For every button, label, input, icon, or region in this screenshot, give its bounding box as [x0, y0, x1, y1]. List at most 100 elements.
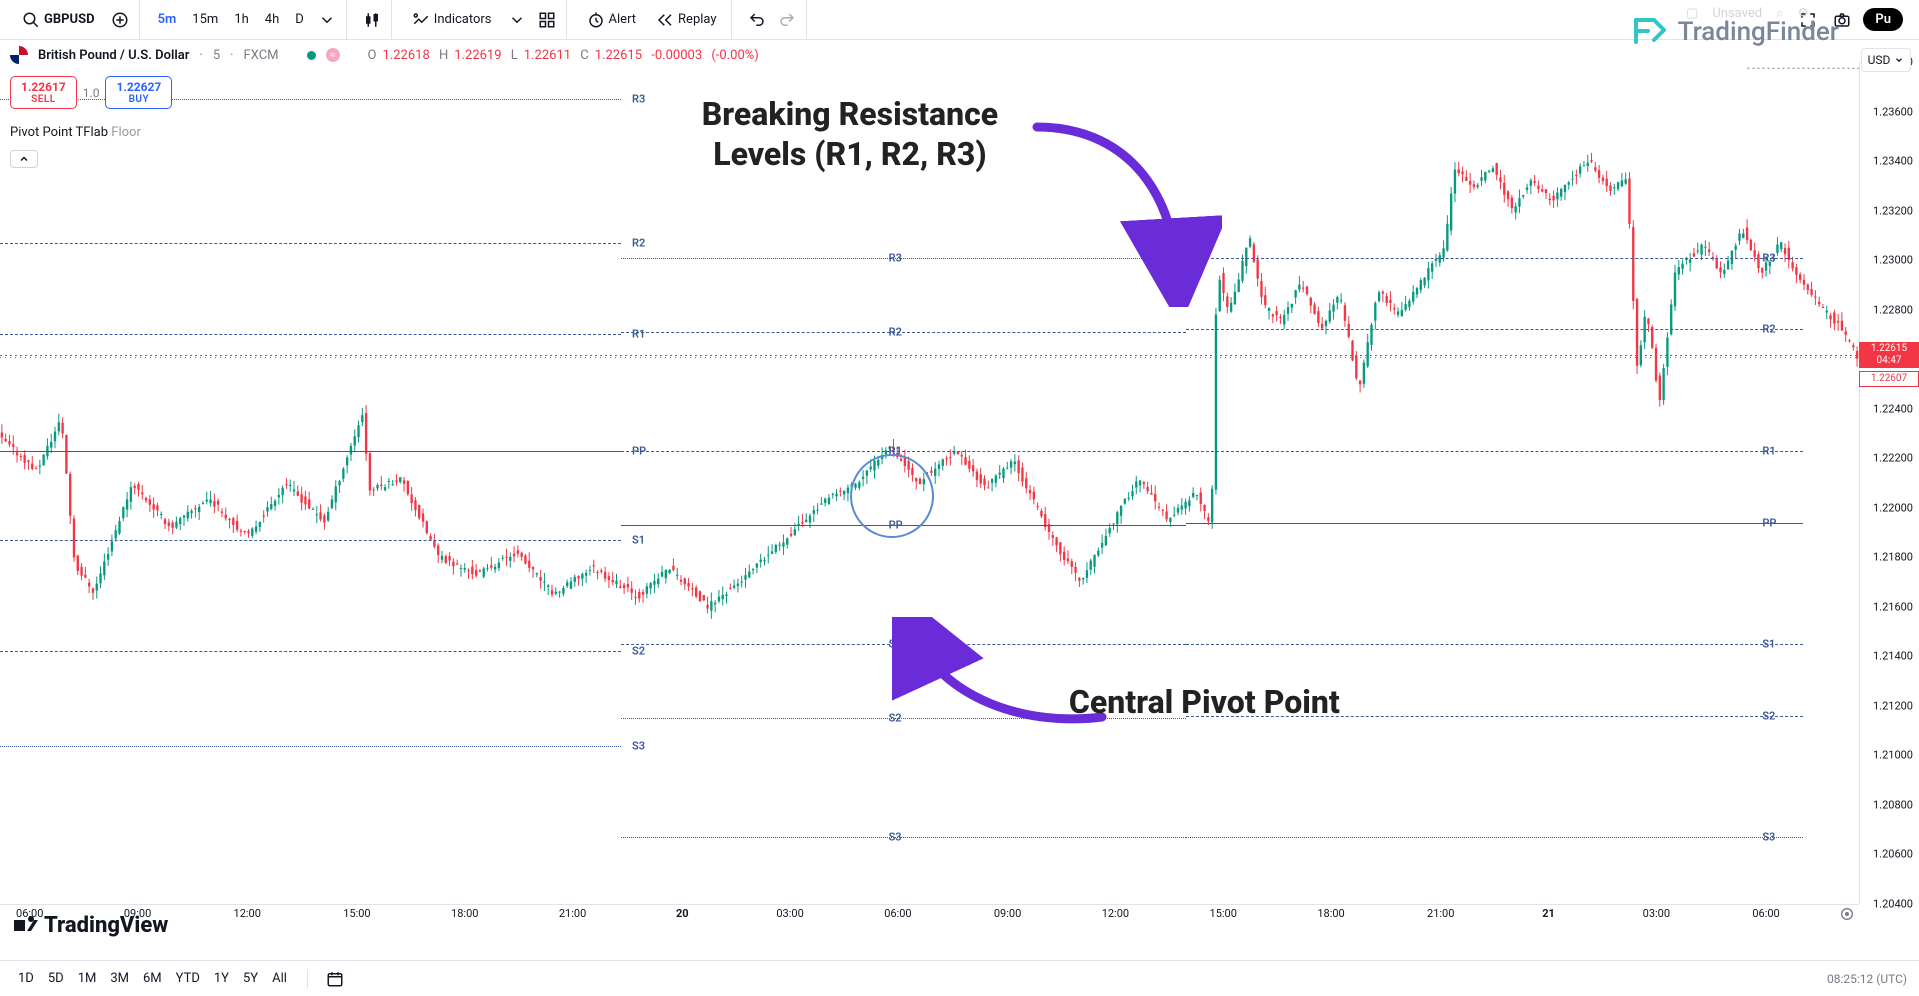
price-tick: 1.21800 [1873, 551, 1913, 564]
pivot-line-R1 [0, 334, 621, 335]
time-tick: 03:00 [1643, 907, 1670, 920]
pivot-label-R2: R2 [632, 236, 645, 249]
timeframe-1h[interactable]: 1h [228, 8, 254, 31]
pivot-line-R2 [0, 243, 621, 244]
replay-button[interactable]: Replay [648, 7, 725, 33]
range-5Y[interactable]: 5Y [237, 968, 264, 989]
price-tick: 1.23000 [1873, 254, 1913, 267]
price-tick: 1.20800 [1873, 798, 1913, 811]
replay-label: Replay [678, 12, 717, 27]
timeframe-dropdown[interactable] [314, 7, 340, 33]
annotation-pivot-circle [850, 454, 934, 538]
price-tick: 1.20400 [1873, 898, 1913, 911]
pivot-line-R2 [1186, 329, 1803, 330]
symbol-search-text: GBPUSD [44, 12, 95, 27]
time-tick: 21:00 [1427, 907, 1454, 920]
price-axis[interactable]: 1.238001.236001.234001.232001.230001.228… [1859, 62, 1919, 904]
undo-button[interactable] [744, 7, 770, 33]
symbol-title: British Pound / U.S. Dollar [38, 48, 189, 63]
time-tick: 06:00 [1752, 907, 1779, 920]
alert-button[interactable]: Alert [579, 7, 645, 33]
range-1D[interactable]: 1D [12, 968, 40, 989]
tradingview-text: TradingView [44, 913, 168, 938]
price-tick: 1.21000 [1873, 749, 1913, 762]
templates-button[interactable] [534, 7, 560, 33]
buy-price: 1.22627 [116, 80, 161, 94]
time-tick: 15:00 [1210, 907, 1237, 920]
time-axis[interactable]: 06:0009:0012:0015:0018:0021:002003:0006:… [0, 904, 1859, 924]
pivot-label-S3: S3 [1762, 831, 1775, 844]
add-symbol-button[interactable] [107, 7, 133, 33]
pivot-label-S3: S3 [889, 831, 902, 844]
chevron-down-icon [508, 11, 526, 29]
target-icon [1839, 906, 1855, 922]
pivot-line-R2 [621, 332, 1186, 333]
indicators-dropdown[interactable] [504, 7, 530, 33]
buy-box[interactable]: 1.22627 BUY [105, 76, 172, 109]
pivot-label-R3: R3 [1762, 251, 1775, 264]
time-tick: 12:00 [234, 907, 261, 920]
timezone-button[interactable] [1839, 906, 1855, 926]
indicator-label[interactable]: Pivot Point TFlab Floor [10, 125, 141, 140]
time-tick: 21 [1542, 907, 1555, 920]
calendar-icon [326, 970, 344, 988]
range-3M[interactable]: 3M [104, 968, 135, 989]
pivot-line-S3 [621, 837, 1186, 838]
price-tick: 1.22800 [1873, 303, 1913, 316]
pivot-line-R1 [1186, 451, 1803, 452]
time-tick: 06:00 [884, 907, 911, 920]
pivot-label-S1: S1 [1762, 637, 1775, 650]
pivot-label-S2: S2 [1762, 709, 1775, 722]
pivot-label-R2: R2 [889, 325, 902, 338]
timeframe-group: 5m15m1h4hD [146, 0, 347, 39]
sell-box[interactable]: 1.22617 SELL [10, 76, 77, 109]
chart-main[interactable]: Breaking ResistanceLevels (R1, R2, R3) C… [0, 62, 1859, 904]
pivot-label-R2: R2 [1762, 323, 1775, 336]
redo-button[interactable] [774, 7, 800, 33]
pivot-label-R3: R3 [632, 93, 645, 106]
chevron-down-icon [318, 11, 336, 29]
range-1Y[interactable]: 1Y [208, 968, 235, 989]
plus-circle-icon [111, 11, 129, 29]
symbol-interval: 5 [213, 48, 220, 63]
chevron-up-icon [18, 153, 30, 165]
pivot-label-R3: R3 [889, 251, 902, 264]
sell-label: SELL [21, 94, 66, 105]
indicator-name: Pivot Point TFlab [10, 125, 108, 140]
spread-value: 1.0 [83, 86, 100, 100]
range-5D[interactable]: 5D [42, 968, 70, 989]
timeframe-5m[interactable]: 5m [152, 8, 183, 31]
time-tick: 03:00 [776, 907, 803, 920]
indicator-mode: Floor [111, 125, 141, 140]
price-tick: 1.21600 [1873, 600, 1913, 613]
timeframe-4h[interactable]: 4h [259, 8, 285, 31]
ohlc-readout: O1.22618 H1.22619 L1.22611 C1.22615 -0.0… [368, 48, 765, 63]
publish-button[interactable]: Pu [1863, 8, 1903, 31]
chart-wrap: Breaking ResistanceLevels (R1, R2, R3) C… [0, 62, 1919, 944]
currency-picker[interactable]: USD [1861, 48, 1911, 72]
goto-date-button[interactable] [322, 966, 348, 992]
range-YTD[interactable]: YTD [170, 968, 206, 989]
indicators-button[interactable]: Indicators [404, 7, 500, 33]
price-tick: 1.21200 [1873, 699, 1913, 712]
indicators-label: Indicators [434, 12, 492, 27]
pivot-label-S1: S1 [632, 533, 645, 546]
timeframe-15m[interactable]: 15m [186, 8, 224, 31]
symbol-search[interactable]: GBPUSD [14, 7, 103, 33]
collapse-legend-button[interactable] [10, 150, 38, 168]
range-6M[interactable]: 6M [137, 968, 168, 989]
chart-style-button[interactable] [359, 7, 385, 33]
pivot-line-PP [0, 451, 621, 452]
symbol-dot2: · [230, 48, 233, 63]
pivot-line-PP [1186, 523, 1803, 524]
tradingfinder-watermark: TradingFinder [1630, 12, 1839, 52]
price-tick: 1.20600 [1873, 848, 1913, 861]
range-1M[interactable]: 1M [72, 968, 103, 989]
range-All[interactable]: All [266, 968, 293, 989]
buy-label: BUY [116, 94, 161, 105]
pivot-label-PP: PP [1762, 516, 1776, 529]
time-tick: 21:00 [559, 907, 586, 920]
alert-icon [587, 11, 605, 29]
timeframe-D[interactable]: D [289, 8, 310, 31]
candles-icon [363, 11, 381, 29]
